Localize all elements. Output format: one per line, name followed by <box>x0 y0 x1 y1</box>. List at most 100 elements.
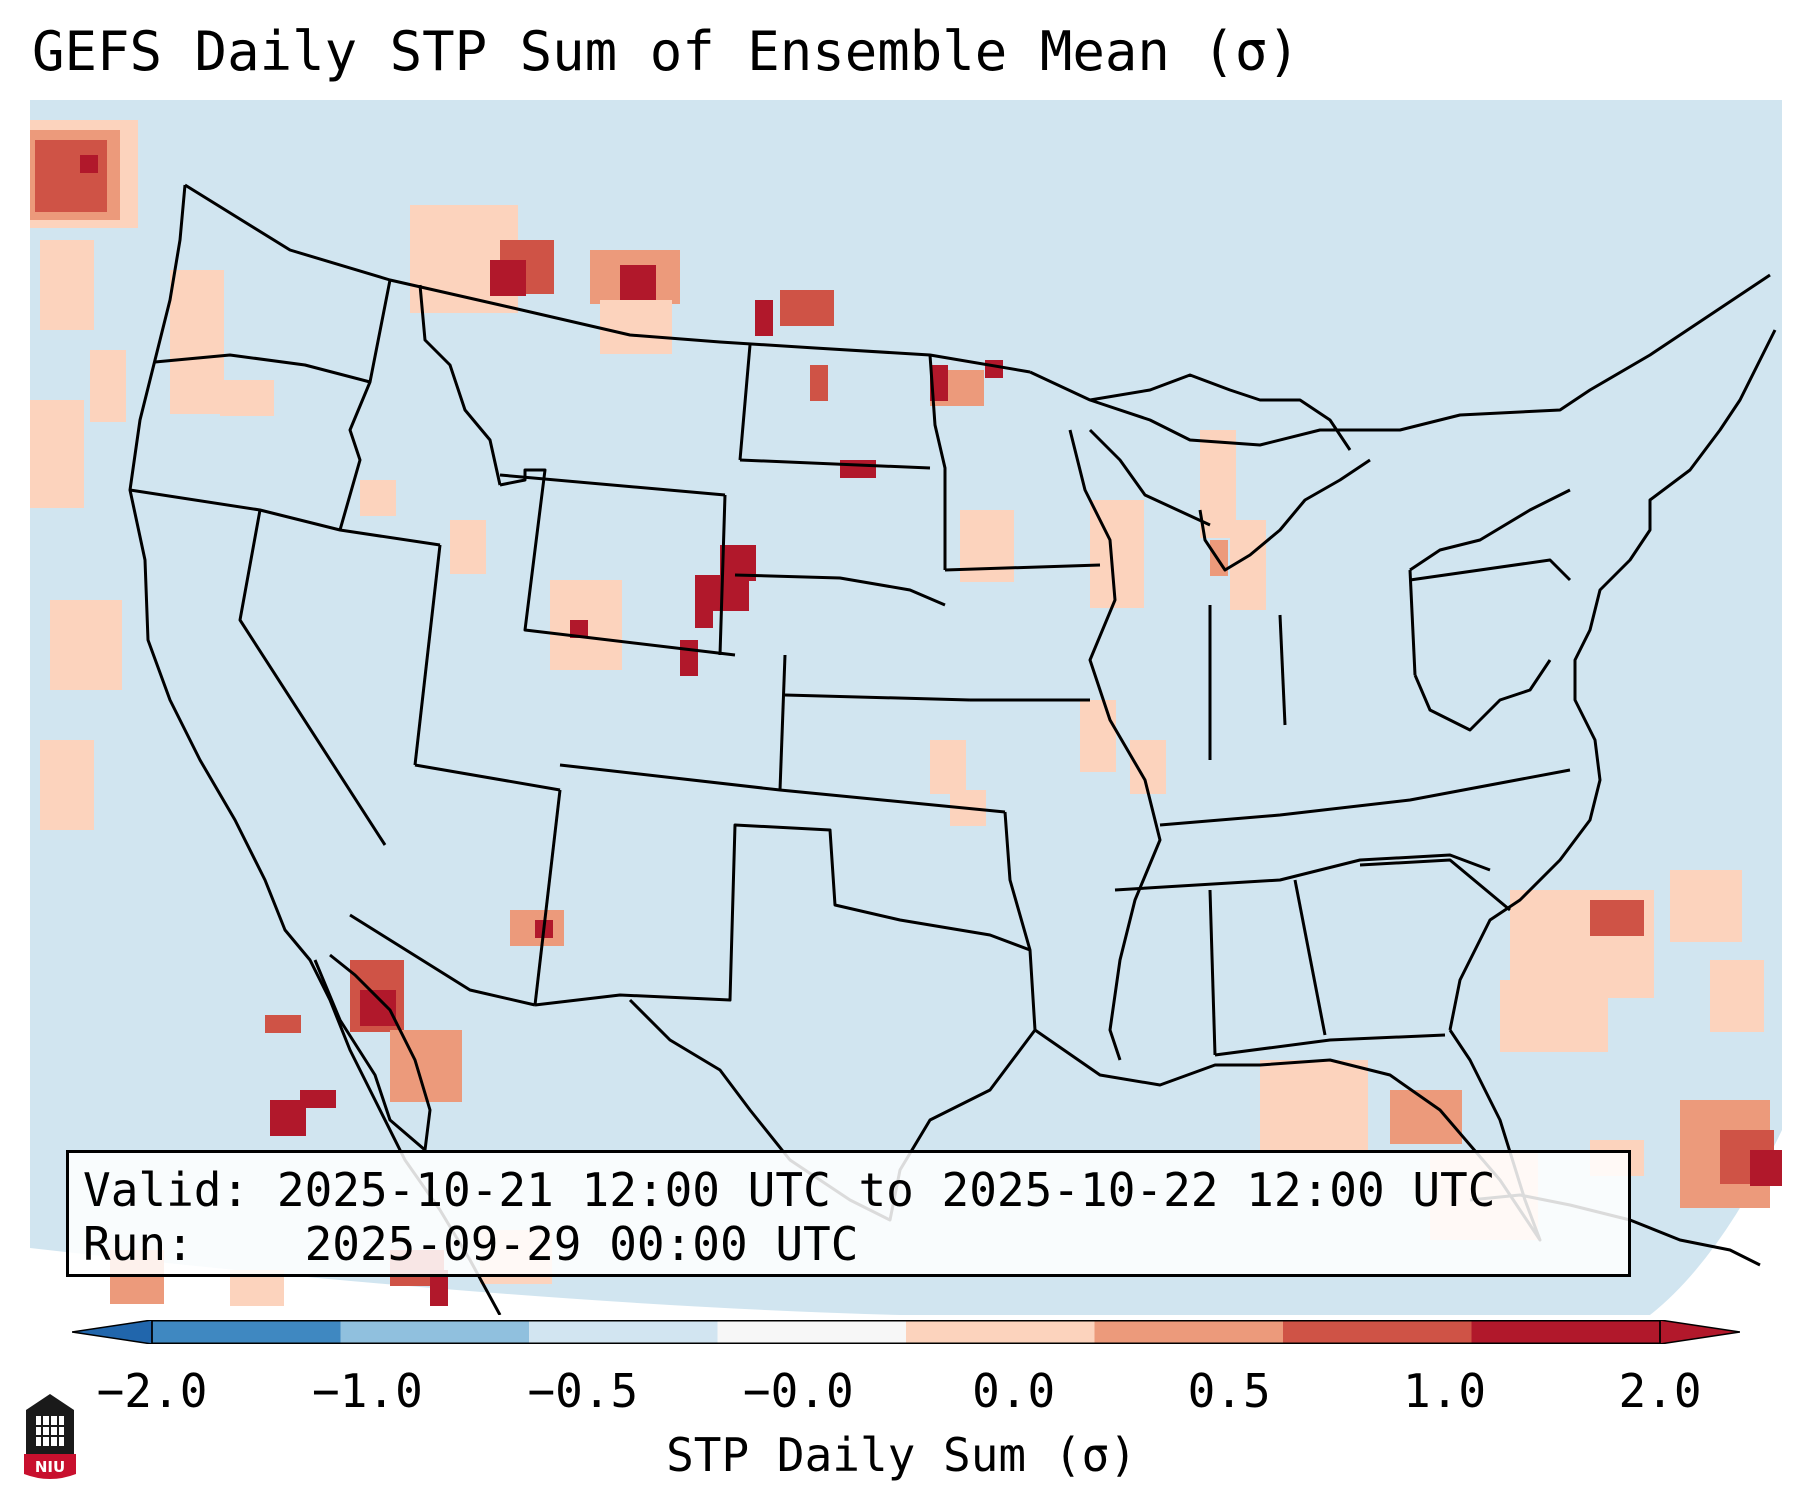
stp-cell <box>1278 1114 1296 1132</box>
stp-cell <box>50 618 68 636</box>
stp-cell <box>536 240 554 258</box>
colorbar-segment <box>152 1320 341 1344</box>
stp-cell <box>48 490 66 508</box>
stp-cell <box>1720 1130 1738 1148</box>
stp-cell <box>430 1288 448 1306</box>
stp-cell <box>1720 1166 1738 1184</box>
stp-cell <box>1148 776 1166 794</box>
stp-cell <box>948 740 966 758</box>
stp-cell <box>518 240 536 258</box>
stp-cell <box>90 368 108 386</box>
stp-cell <box>1528 908 1546 926</box>
stp-cell <box>1500 998 1518 1016</box>
stp-cell <box>90 386 108 404</box>
stp-cell <box>1706 906 1724 924</box>
stp-cell <box>1210 558 1228 576</box>
valid-label: Valid: <box>83 1163 250 1217</box>
stp-cell <box>444 1030 462 1048</box>
stp-cell <box>426 1066 444 1084</box>
stp-cell <box>490 260 508 278</box>
stp-cell <box>816 290 834 308</box>
stp-cell <box>755 300 773 318</box>
stp-cell <box>1728 996 1746 1014</box>
stp-cell <box>1572 980 1590 998</box>
stp-cell <box>426 1030 444 1048</box>
stp-cell <box>960 546 978 564</box>
stp-cell <box>1768 1150 1782 1168</box>
stp-cell <box>948 388 966 406</box>
stp-cell <box>810 365 828 383</box>
stp-cell <box>1710 978 1728 996</box>
stp-cell <box>58 258 76 276</box>
colorbar-extend-low <box>72 1320 153 1344</box>
stp-cell <box>1296 1114 1314 1132</box>
stp-cell <box>996 546 1014 564</box>
stp-cell <box>40 240 58 258</box>
stp-cell <box>1626 900 1644 918</box>
stp-cell <box>550 598 568 616</box>
stp-cell <box>568 580 586 598</box>
stp-cell <box>40 258 58 276</box>
stp-cell <box>90 350 108 368</box>
stp-cell <box>410 259 428 277</box>
stp-cell <box>1528 962 1546 980</box>
colorbar-segment <box>1094 1320 1284 1344</box>
stp-cell <box>1564 944 1582 962</box>
stp-cell <box>1218 466 1236 484</box>
stp-cell <box>636 318 654 336</box>
stp-cell <box>618 318 636 336</box>
stp-cell <box>188 396 206 414</box>
stp-cell <box>586 580 604 598</box>
valid-value: 2025-10-21 12:00 UTC to 2025-10-22 12:00… <box>276 1163 1496 1217</box>
stp-cell <box>1680 1154 1698 1172</box>
stp-cell <box>350 960 368 978</box>
stp-cell <box>1248 520 1266 538</box>
stp-cell <box>76 794 94 812</box>
stp-cell <box>446 223 464 241</box>
stp-cell <box>948 758 966 776</box>
stp-cell <box>446 259 464 277</box>
stp-cell <box>1200 502 1218 520</box>
stp-cell <box>444 1066 462 1084</box>
stp-cell <box>35 158 53 176</box>
stp-cell <box>170 360 188 378</box>
stp-cell <box>1600 944 1618 962</box>
stp-cell <box>76 740 94 758</box>
colorbar-label: STP Daily Sum (σ) <box>666 1428 1137 1482</box>
stp-cell <box>390 1066 408 1084</box>
niu-logo: NIU <box>24 1394 76 1479</box>
stp-cell <box>58 276 76 294</box>
stp-cell <box>35 194 53 212</box>
stp-cell <box>1350 1096 1368 1114</box>
stp-cell <box>188 270 206 288</box>
stp-cell <box>1572 998 1590 1016</box>
stp-cell <box>450 556 468 574</box>
stp-cell <box>1278 1132 1296 1150</box>
stp-cell <box>468 538 486 556</box>
stp-cell <box>53 194 71 212</box>
stp-cell <box>1218 484 1236 502</box>
colorbar-tick-label: 2.0 <box>1618 1364 1702 1418</box>
stp-cell <box>410 295 428 313</box>
stp-cell <box>368 960 386 978</box>
stp-cell <box>468 556 486 574</box>
stp-cell <box>428 241 446 259</box>
stp-cell <box>426 1048 444 1066</box>
stp-cell <box>35 176 53 194</box>
stp-cell <box>120 120 138 138</box>
stp-cell <box>1756 1130 1774 1148</box>
stp-cell <box>40 294 58 312</box>
stp-cell <box>1536 1034 1554 1052</box>
stp-cell <box>948 776 966 794</box>
stp-cell <box>1528 890 1546 908</box>
stp-cell <box>464 241 482 259</box>
stp-cell <box>1618 944 1636 962</box>
stp-cell <box>1688 888 1706 906</box>
stp-cell <box>590 286 608 304</box>
stp-cell <box>858 460 876 478</box>
stp-cell <box>604 652 622 670</box>
stp-cell <box>58 312 76 330</box>
stp-cell <box>408 1084 426 1102</box>
stp-cell <box>1734 1100 1752 1118</box>
stp-cell <box>1510 926 1528 944</box>
